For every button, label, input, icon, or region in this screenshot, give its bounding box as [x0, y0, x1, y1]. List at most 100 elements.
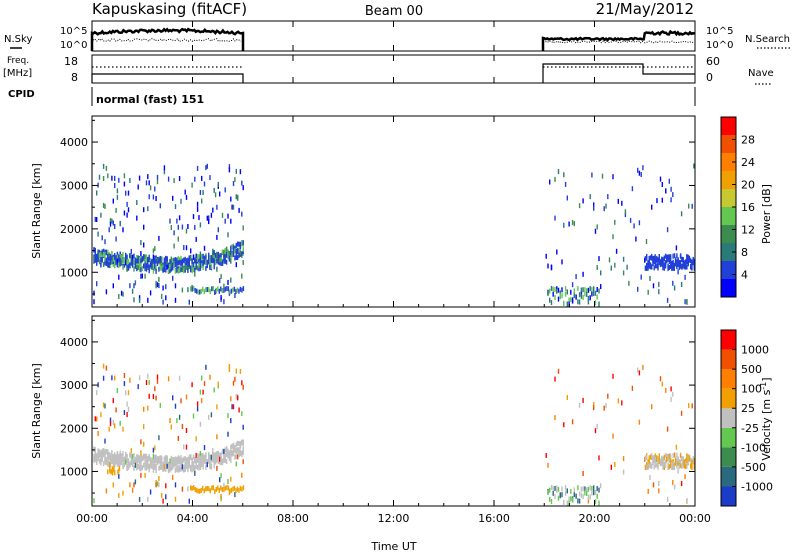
- velocity-cell-991: [676, 452, 678, 458]
- velocity-cell-1048: [693, 458, 695, 463]
- velocity-cell-239: [143, 462, 145, 468]
- velocity-cell-576: [214, 452, 217, 458]
- velocity-cell-69: [108, 455, 110, 460]
- velocity-cell-274: [149, 460, 152, 466]
- velocity-cell-732: [209, 488, 211, 494]
- power-cell-1101: [687, 261, 689, 267]
- power-cell-243: [140, 258, 142, 264]
- velocity-cell-128: [119, 420, 121, 426]
- x-axis-label: Time UT: [370, 540, 416, 553]
- power-cell-699: [230, 257, 232, 263]
- velocity-cell-518: [202, 453, 204, 459]
- velocity-cell-399: [176, 466, 178, 472]
- velocity-cell-487: [195, 464, 197, 469]
- power-cell-571: [205, 165, 207, 171]
- power-cell-818: [554, 215, 556, 221]
- power-cell-364: [163, 165, 166, 171]
- nsearch-trace-2: [545, 40, 694, 44]
- power-cell-307: [152, 194, 155, 200]
- power-cell-861: [578, 292, 581, 298]
- velocity-cell-869: [658, 481, 660, 486]
- velocity-cell-916: [652, 460, 654, 466]
- velocity-cell-354: [166, 459, 168, 465]
- power-cell-187: [129, 253, 131, 259]
- power-cell-250: [141, 266, 143, 271]
- velocity-cell-974: [669, 458, 672, 464]
- velocity-cell-741: [223, 487, 225, 492]
- velocity-cell-275: [149, 489, 152, 495]
- power-cell-844: [568, 297, 570, 303]
- velocity-cell-745: [229, 488, 231, 494]
- velocity-colorbar-label-7: -1000: [741, 480, 773, 493]
- velocity-ytick-label-2000: 2000: [60, 422, 88, 435]
- power-cell-720: [234, 255, 236, 261]
- velocity-cell-400: [176, 457, 178, 463]
- power-cell-1030: [664, 260, 667, 266]
- power-cell-869: [582, 294, 584, 300]
- velocity-cell-259: [147, 457, 149, 463]
- power-cell-857: [575, 294, 577, 300]
- velocity-cell-40: [101, 456, 103, 462]
- velocity-cell-324: [159, 463, 161, 469]
- velocity-cell-212: [137, 463, 139, 469]
- power-cell-666: [223, 283, 225, 289]
- velocity-cell-722: [194, 487, 196, 492]
- velocity-cell-217: [138, 466, 141, 471]
- velocity-cell-257: [147, 462, 149, 468]
- power-cell-402: [172, 261, 174, 267]
- power-cell-874: [587, 299, 590, 305]
- velocity-cell-644: [228, 363, 231, 369]
- velocity-cell-808: [573, 487, 575, 493]
- power-cell-735: [237, 241, 239, 247]
- velocity-cell-849: [607, 393, 609, 399]
- power-cell-774: [199, 289, 201, 295]
- velocity-cell-673: [234, 376, 236, 382]
- power-cell-907: [614, 262, 616, 268]
- power-cell-1025: [663, 265, 665, 271]
- velocity-cell-389: [174, 461, 177, 467]
- velocity-cell-885: [680, 481, 683, 487]
- power-cell-286: [148, 180, 150, 186]
- power-ylabel: Slant Range [km]: [30, 163, 43, 259]
- velocity-cell-627: [225, 459, 228, 464]
- velocity-cell-458: [188, 454, 190, 460]
- power-cell-1111: [690, 264, 692, 270]
- nsearch-label: N.Search: [745, 34, 790, 45]
- power-cell-79: [108, 261, 110, 267]
- nsky-ytick-top: 10^5: [60, 26, 87, 37]
- power-cell-550: [201, 254, 203, 260]
- velocity-cell-1006: [679, 453, 682, 459]
- power-cell-687: [227, 279, 229, 285]
- power-cell-852: [573, 221, 575, 227]
- velocity-colorbar-label-3: 25: [741, 402, 755, 415]
- velocity-cell-226: [140, 457, 142, 463]
- power-cell-1075: [678, 264, 681, 270]
- velocity-ytick-label-3000: 3000: [60, 379, 88, 392]
- velocity-cell-783: [556, 485, 558, 491]
- velocity-cell-387: [173, 462, 175, 468]
- velocity-cell-96: [114, 456, 116, 462]
- velocity-cell-811: [577, 498, 579, 504]
- velocity-cell-464: [190, 466, 192, 472]
- power-cell-765: [242, 185, 244, 191]
- velocity-cell-628: [225, 450, 228, 456]
- velocity-cell-151: [125, 451, 127, 457]
- power-cell-925: [638, 170, 641, 176]
- velocity-cell-127: [119, 457, 121, 463]
- velocity-cell-242: [143, 441, 145, 447]
- velocity-cell-404: [177, 455, 179, 461]
- power-cell-44: [101, 257, 103, 263]
- power-cell-513: [194, 267, 196, 273]
- velocity-cell-395: [174, 482, 177, 488]
- power-cell-328: [156, 174, 159, 180]
- power-cell-384: [167, 176, 170, 182]
- power-cell-383: [167, 268, 170, 274]
- velocity-cell-599: [219, 477, 221, 483]
- power-cell-778: [205, 287, 207, 293]
- velocity-cell-649: [230, 451, 232, 457]
- velocity-cell-721: [193, 485, 195, 491]
- velocity-cell-288: [152, 394, 155, 399]
- velocity-cell-824: [586, 487, 588, 493]
- power-cell-722: [234, 177, 236, 183]
- power-cell-17: [96, 259, 98, 265]
